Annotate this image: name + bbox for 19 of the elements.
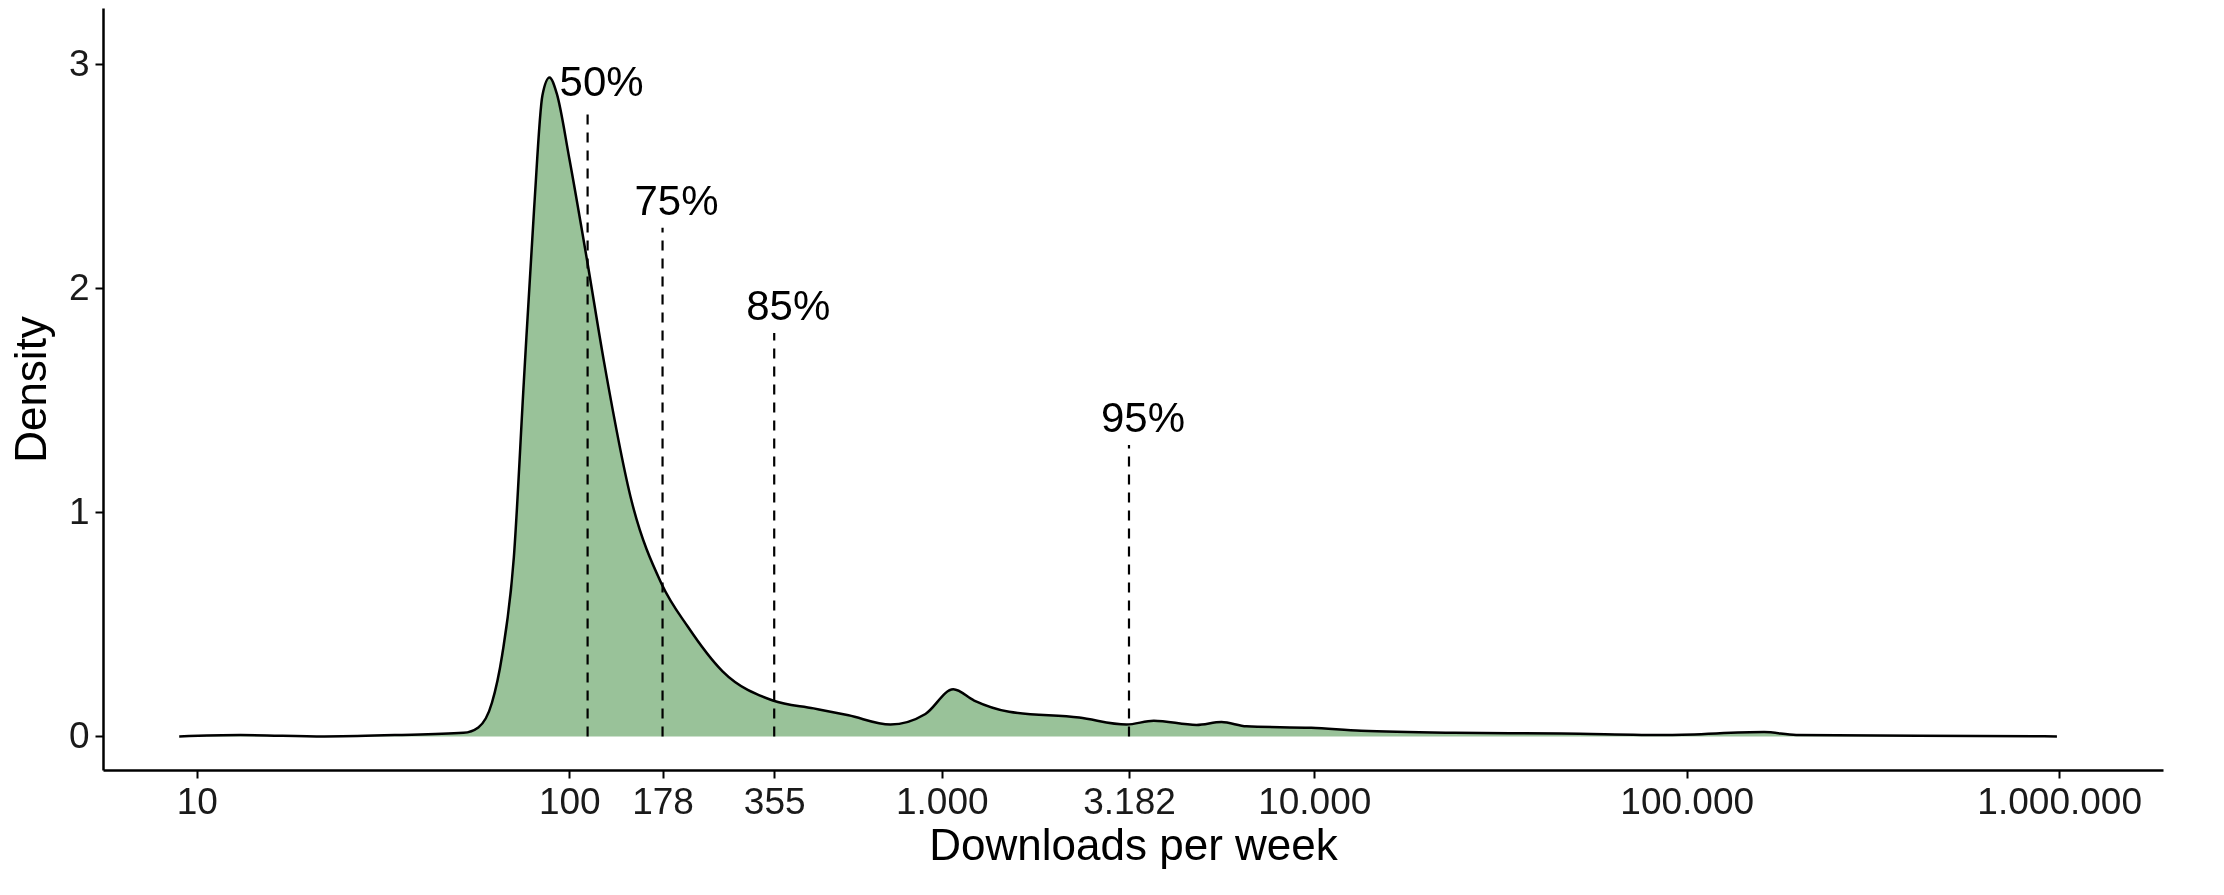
x-axis-title: Downloads per week [929,819,1339,869]
y-axis-title: Density [5,316,55,463]
y-tick-label: 0 [68,714,90,756]
annotation: 85% [746,281,831,329]
x-tick-label: 10.000 [1258,780,1372,822]
x-tick-label: 3.182 [1083,780,1176,822]
x-tick-label: 1.000 [895,780,989,822]
x-tick-label: 100 [538,780,601,822]
x-tick-label: 100.000 [1620,780,1755,822]
y-tick-label: 2 [68,266,90,308]
x-tick-label: 178 [632,780,694,822]
y-tick-label: 1 [68,490,90,532]
x-tick-label: 355 [743,780,806,822]
x-tick-label: 10 [176,780,218,822]
x-tick-label: 1.000.000 [1977,780,2142,822]
y-tick-label: 3 [68,42,90,84]
annotation: 50% [559,57,644,105]
annotation: 75% [634,176,719,224]
annotation: 95% [1100,394,1186,442]
